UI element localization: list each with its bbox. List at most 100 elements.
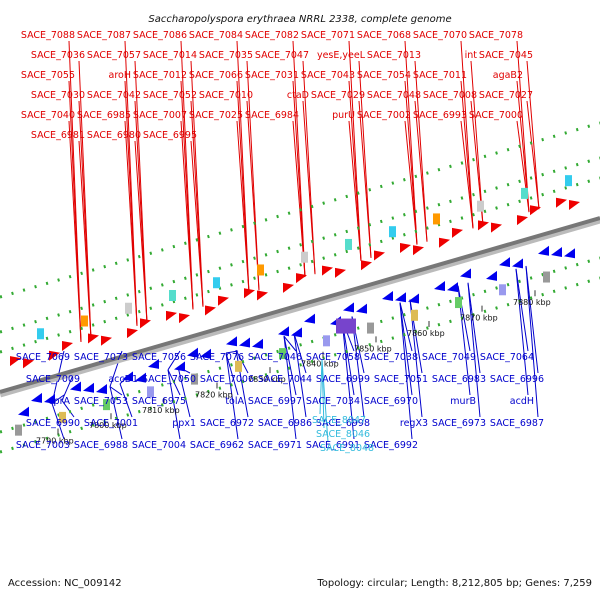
top-gene-label: SACE_7047: [255, 50, 309, 61]
label-connectors: [51, 40, 540, 443]
axis-line: [0, 216, 600, 394]
gene-labels: SACE_7088 SACE_7087 SACE_7086 SACE_7084 SACE…: [16, 30, 544, 454]
top-gene-label-connector: [134, 140, 148, 323]
bottom-gene-label: SACE_6992: [364, 440, 418, 451]
top-gene-label: SACE_7012: [133, 70, 187, 81]
top-gene-label: SACE_7000: [469, 110, 523, 121]
top-gene-label: SACE_7027: [479, 90, 533, 101]
bottom-gene-label-connector: [399, 302, 413, 396]
bottom-gene-label-connector: [167, 350, 181, 371]
top-gene-label-connector: [404, 80, 418, 245]
top-gene-label: SACE_7043: [301, 70, 355, 81]
top-gene-label-connector: [190, 140, 204, 307]
gene-block: [191, 373, 198, 385]
top-gene-label: SACE_7070: [413, 30, 467, 41]
top-gene-label: SACE_7025: [189, 110, 243, 121]
bottom-gene-label: SACE_7001: [84, 418, 138, 429]
forward-gene-arrow: [296, 273, 307, 284]
bottom-gene-label: SACE_7050: [142, 374, 196, 385]
top-gene-label-connector: [348, 80, 362, 261]
top-gene-label: SACE_6985: [77, 110, 131, 121]
bottom-gene-label-connector: [283, 336, 297, 396]
top-gene-label: SACE_7068: [357, 30, 411, 41]
forward-gene-arrow: [439, 237, 450, 248]
forward-gene-arrow: [517, 215, 528, 226]
bottom-gene-label: SACE_6998: [316, 418, 370, 429]
reverse-gene-arrow: [356, 303, 367, 314]
top-gene-label: SACE_7045: [479, 50, 533, 61]
reverse-gene-arrow: [304, 313, 315, 324]
gene-block: [411, 309, 418, 321]
top-gene-label-connector: [292, 80, 306, 278]
bottom-gene-label: SACE_6986: [258, 418, 312, 429]
top-gene-label-connector: [302, 100, 316, 275]
bottom-gene-label: SACE_7051: [374, 374, 428, 385]
top-gene-label: SACE_7042: [87, 90, 141, 101]
top-gene-label: SACE_7014: [143, 50, 197, 61]
top-gene-label: SACE_7088: [21, 30, 75, 41]
top-gene-label: SACE_6995: [143, 130, 197, 141]
reverse-gene-arrow: [382, 291, 393, 302]
forward-gene-arrow: [244, 288, 255, 299]
forward-gene-arrow: [361, 260, 372, 271]
top-gene-label: agaB2: [493, 70, 523, 81]
top-gene-label: SACE_7008: [423, 90, 477, 101]
reverse-gene-arrow: [512, 258, 523, 269]
reverse-gene-arrow: [460, 268, 471, 279]
top-gene-label-connector: [414, 60, 428, 242]
top-gene-label-connector: [68, 120, 82, 343]
bottom-gene-label: SACE_7003: [16, 440, 70, 451]
gene-block: [477, 200, 484, 212]
scale-tick-label: 7810 kbp: [142, 406, 180, 415]
scale-tick-label: 7880 kbp: [513, 298, 551, 307]
top-gene-label: SACE_6981: [31, 130, 85, 141]
gene-block: [345, 238, 352, 250]
forward-gene-arrow: [491, 222, 502, 233]
scale-tick-label: 7790 kbp: [36, 437, 74, 446]
top-gene-label: yesE,yeeL: [317, 50, 366, 61]
top-gene-label: SACE_7035: [199, 50, 253, 61]
scale-tick-label: 7860 kbp: [407, 329, 445, 338]
reverse-gene-arrow: [538, 245, 549, 256]
gene-block: [125, 302, 132, 314]
forward-gene-arrow: [530, 205, 541, 216]
forward-gene-arrow: [205, 305, 216, 316]
forward-gene-arrow: [569, 199, 580, 210]
bottom-gene-label: SACE_7058: [306, 352, 360, 363]
accession-text: Accession: NC_009142: [8, 578, 122, 589]
top-gene-label: SACE_7084: [189, 30, 243, 41]
forward-gene-arrow: [400, 243, 411, 253]
top-gene-label-connector: [246, 100, 260, 291]
forward-gene-arrow: [322, 265, 333, 276]
rna-gene-label: SACE_8047: [312, 415, 366, 426]
reverse-gene-arrow: [31, 392, 42, 403]
gene-block: [81, 315, 88, 327]
top-gene-label: SACE_6993: [413, 110, 467, 121]
bottom-gene-label-connector: [293, 333, 307, 418]
bottom-gene-label-connector: [225, 352, 239, 396]
top-gene-label-connector: [236, 120, 250, 294]
gene-block: [15, 424, 22, 436]
bottom-gene-label: SACE_7009: [26, 374, 80, 385]
bottom-gene-label: regX3: [400, 418, 428, 429]
top-gene-label-connector: [404, 120, 418, 245]
bottom-gene-label: SACE_6990: [26, 418, 80, 429]
top-gene-label: SACE_7010: [199, 90, 253, 101]
bottom-gene-label-connector: [525, 265, 539, 418]
gene-block: [521, 187, 528, 199]
reverse-gene-arrow: [291, 327, 302, 338]
bottom-gene-label: accD1: [108, 374, 138, 385]
bottom-gene-label-connector: [399, 302, 413, 440]
top-gene-label-connector: [414, 100, 428, 242]
bottom-gene-label: cprA: [48, 396, 70, 407]
bottom-gene-label-connector: [293, 333, 307, 374]
top-gene-label: SACE_7078: [469, 30, 523, 41]
topology-summary: Topology: circular; Length: 8,212,805 bp…: [316, 578, 592, 589]
reverse-gene-arrow: [278, 326, 289, 337]
reverse-gene-arrow: [499, 257, 510, 268]
top-gene-label: SACE_7086: [133, 30, 187, 41]
dotted-guide-3: [0, 256, 600, 434]
bottom-gene-label-connector: [283, 335, 297, 352]
